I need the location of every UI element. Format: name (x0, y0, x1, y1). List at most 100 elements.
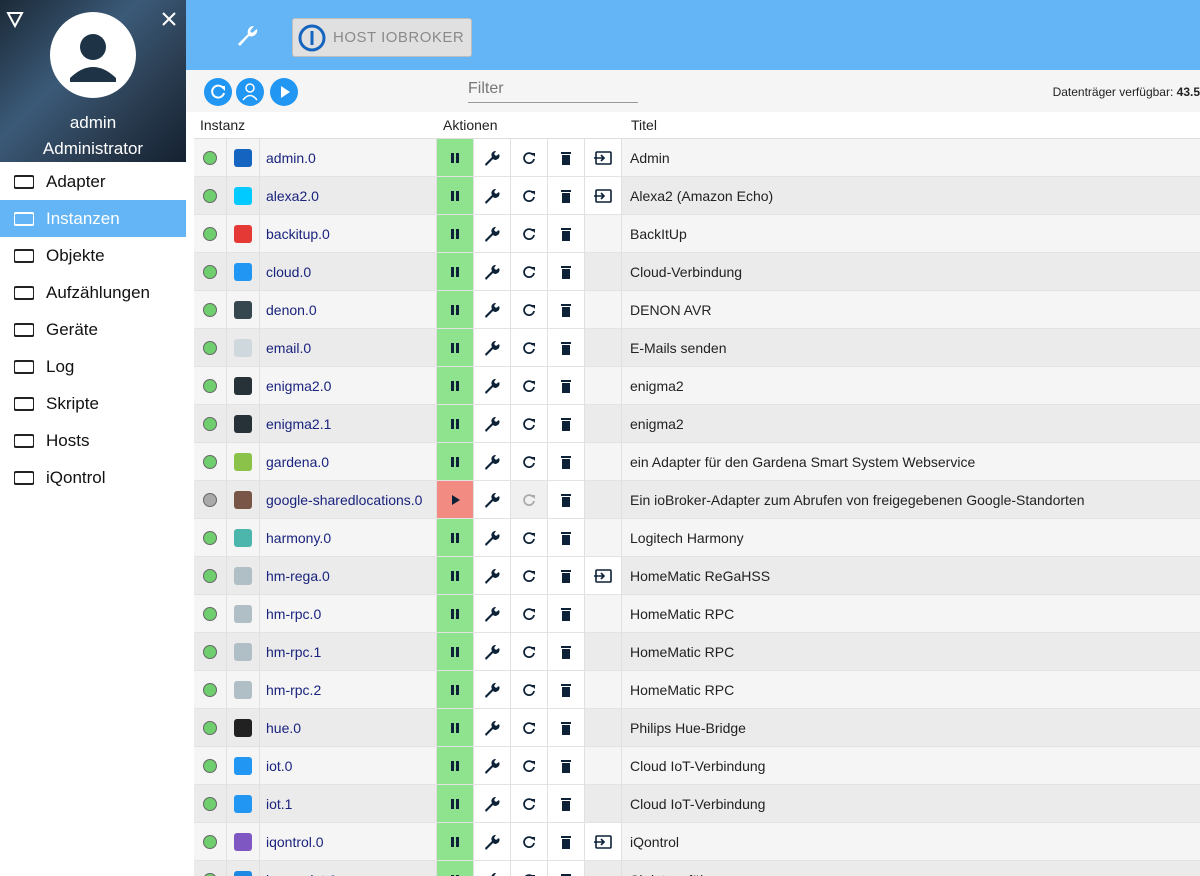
close-button[interactable] (160, 10, 178, 28)
settings-button[interactable] (474, 557, 511, 594)
settings-button[interactable] (474, 177, 511, 214)
pause-button[interactable] (437, 709, 474, 746)
pause-button[interactable] (437, 861, 474, 876)
delete-button[interactable] (548, 291, 585, 328)
pause-button[interactable] (437, 215, 474, 252)
reload-button[interactable] (511, 519, 548, 556)
delete-button[interactable] (548, 595, 585, 632)
menu-item[interactable]: Skripte (0, 385, 186, 422)
reload-button[interactable] (511, 329, 548, 366)
delete-button[interactable] (548, 747, 585, 784)
menu-item[interactable]: Geräte (0, 311, 186, 348)
delete-button[interactable] (548, 177, 585, 214)
pause-button[interactable] (437, 177, 474, 214)
settings-button[interactable] (474, 443, 511, 480)
reload-button[interactable] (511, 671, 548, 708)
expert-button[interactable] (236, 78, 264, 106)
settings-button[interactable] (474, 633, 511, 670)
settings-button[interactable] (474, 823, 511, 860)
reload-button[interactable] (511, 595, 548, 632)
delete-button[interactable] (548, 785, 585, 822)
open-button[interactable] (585, 557, 622, 594)
host-button[interactable]: HOST IOBROKER (292, 18, 472, 57)
pause-button[interactable] (437, 291, 474, 328)
pause-button[interactable] (437, 671, 474, 708)
pause-button[interactable] (437, 443, 474, 480)
settings-button[interactable] (474, 253, 511, 290)
start-all-button[interactable] (270, 78, 298, 106)
pause-button[interactable] (437, 557, 474, 594)
delete-button[interactable] (548, 557, 585, 594)
settings-button[interactable] (474, 595, 511, 632)
reload-button[interactable] (511, 139, 548, 176)
delete-button[interactable] (548, 367, 585, 404)
delete-button[interactable] (548, 671, 585, 708)
open-button[interactable] (585, 139, 622, 176)
filter-input[interactable]: Filter (468, 80, 638, 103)
menu-item[interactable]: Aufzählungen (0, 274, 186, 311)
reload-button[interactable] (204, 78, 232, 106)
menu-item[interactable]: Log (0, 348, 186, 385)
settings-button[interactable] (474, 215, 511, 252)
reload-button[interactable] (511, 785, 548, 822)
pause-button[interactable] (437, 405, 474, 442)
delete-button[interactable] (548, 519, 585, 556)
settings-button[interactable] (474, 747, 511, 784)
delete-button[interactable] (548, 329, 585, 366)
reload-button[interactable] (511, 557, 548, 594)
delete-button[interactable] (548, 443, 585, 480)
delete-button[interactable] (548, 823, 585, 860)
menu-item[interactable]: Adapter (0, 163, 186, 200)
delete-button[interactable] (548, 139, 585, 176)
pause-button[interactable] (437, 747, 474, 784)
settings-button[interactable] (474, 367, 511, 404)
settings-button[interactable] (474, 785, 511, 822)
reload-button[interactable] (511, 405, 548, 442)
menu-item[interactable]: iQontrol (0, 459, 186, 496)
reload-button[interactable] (511, 291, 548, 328)
reload-button[interactable] (511, 633, 548, 670)
settings-button[interactable] (474, 291, 511, 328)
pause-button[interactable] (437, 595, 474, 632)
settings-button[interactable] (474, 519, 511, 556)
menu-toggle[interactable] (6, 10, 24, 28)
settings-button[interactable] (474, 671, 511, 708)
reload-button[interactable] (511, 215, 548, 252)
pause-button[interactable] (437, 785, 474, 822)
pause-button[interactable] (437, 519, 474, 556)
delete-button[interactable] (548, 253, 585, 290)
settings-button[interactable] (474, 861, 511, 876)
settings-button[interactable] (474, 709, 511, 746)
wrench-button[interactable] (232, 22, 260, 50)
delete-button[interactable] (548, 481, 585, 518)
settings-button[interactable] (474, 481, 511, 518)
open-button[interactable] (585, 823, 622, 860)
pause-button[interactable] (437, 367, 474, 404)
pause-button[interactable] (437, 823, 474, 860)
pause-button[interactable] (437, 329, 474, 366)
reload-button[interactable] (511, 861, 548, 876)
reload-button[interactable] (511, 823, 548, 860)
reload-button[interactable] (511, 253, 548, 290)
delete-button[interactable] (548, 861, 585, 876)
settings-button[interactable] (474, 405, 511, 442)
delete-button[interactable] (548, 215, 585, 252)
delete-button[interactable] (548, 405, 585, 442)
menu-item[interactable]: Hosts (0, 422, 186, 459)
start-button[interactable] (437, 481, 474, 518)
reload-button[interactable] (511, 367, 548, 404)
pause-button[interactable] (437, 633, 474, 670)
delete-button[interactable] (548, 709, 585, 746)
menu-item[interactable]: Objekte (0, 237, 186, 274)
open-button[interactable] (585, 177, 622, 214)
menu-item[interactable]: Instanzen (0, 200, 186, 237)
settings-button[interactable] (474, 139, 511, 176)
reload-button[interactable] (511, 177, 548, 214)
reload-button[interactable] (511, 709, 548, 746)
pause-button[interactable] (437, 253, 474, 290)
reload-button[interactable] (511, 443, 548, 480)
pause-button[interactable] (437, 139, 474, 176)
settings-button[interactable] (474, 329, 511, 366)
delete-button[interactable] (548, 633, 585, 670)
reload-button[interactable] (511, 747, 548, 784)
